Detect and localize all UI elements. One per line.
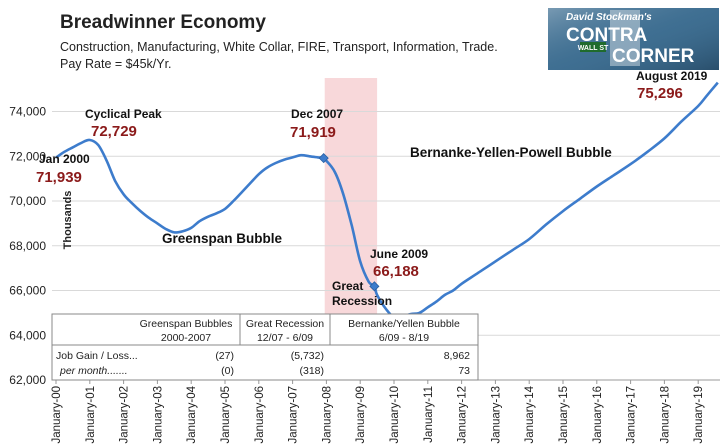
- x-tick-label: January-15: [558, 386, 570, 444]
- x-tick-label: January-17: [626, 386, 638, 444]
- y-tick-label: 66,000: [9, 284, 46, 298]
- table-col1-title: Greenspan Bubbles: [140, 318, 233, 330]
- y-tick-label: 72,000: [9, 149, 46, 163]
- x-tick-label: January-10: [389, 386, 401, 444]
- y-tick-label: 64,000: [9, 328, 46, 342]
- annotation-cyclical-peak-label: Cyclical Peak: [85, 107, 162, 121]
- x-tick-label: January-00: [51, 386, 63, 444]
- annotation-marker: [369, 281, 380, 292]
- chart-subtitle-line2: Pay Rate = $45k/Yr.: [60, 57, 172, 71]
- x-tick-label: January-06: [254, 386, 266, 444]
- table-col1-period: 2000-2007: [161, 332, 211, 344]
- x-tick-label: January-05: [220, 386, 232, 444]
- wall-street-sign-text: WALL ST: [578, 45, 609, 52]
- x-tick-label: January-07: [288, 386, 300, 444]
- annotation-dec2007-label: Dec 2007: [291, 107, 343, 121]
- y-tick-label: 70,000: [9, 194, 46, 208]
- x-tick-label: January-12: [457, 386, 469, 444]
- summary-table: Greenspan Bubbles 2000-2007 Great Recess…: [51, 313, 479, 381]
- x-tick-label: January-09: [355, 386, 367, 444]
- table-col2-period: 12/07 - 6/09: [257, 332, 313, 344]
- annotation-jan2000-label: Jan 2000: [39, 152, 90, 166]
- recession-label-line1: Great: [332, 279, 363, 293]
- recession-label-line2: Recession: [332, 294, 392, 308]
- table-row1-col2: (5,732): [291, 350, 324, 362]
- annotation-jan2000-value: 71,939: [36, 169, 82, 186]
- y-tick-label: 74,000: [9, 105, 46, 119]
- y-axis-label: Thousands: [62, 191, 74, 250]
- greenspan-bubble-label: Greenspan Bubble: [162, 231, 283, 246]
- table-frame: [51, 313, 479, 381]
- x-tick-label: January-14: [524, 385, 536, 443]
- x-tick-label: January-01: [85, 386, 97, 444]
- table-row2-col1: (0): [221, 365, 234, 377]
- bernanke-bubble-label: Bernanke-Yellen-Powell Bubble: [410, 145, 612, 160]
- table-row2-col3: 73: [458, 365, 470, 377]
- logo-word-corner: CORNER: [612, 46, 695, 67]
- series-line: [55, 81, 719, 320]
- x-tick-label: January-08: [321, 386, 333, 444]
- annotation-cyclical-peak-value: 72,729: [91, 123, 137, 140]
- x-tick-label: January-04: [186, 385, 198, 443]
- x-tick-label: January-03: [152, 386, 164, 444]
- y-tick-label: 68,000: [9, 239, 46, 253]
- x-tick-label: January-18: [659, 386, 671, 444]
- annotation-marker: [318, 153, 329, 164]
- x-tick-label: January-19: [693, 386, 705, 444]
- chart-title: Breadwinner Economy: [60, 12, 266, 33]
- logo-word-contra: CONTRA: [566, 25, 648, 46]
- chart-subtitle-line1: Construction, Manufacturing, White Colla…: [60, 40, 498, 54]
- table-col2-title: Great Recession: [246, 318, 324, 330]
- annotation-markers: [318, 153, 380, 292]
- logo-tagline: David Stockman's: [566, 12, 652, 23]
- x-axis-ticks: January-00 January-01 January-02 January-03…: [51, 380, 705, 444]
- contra-corner-logo: WALL ST David Stockman's CONTRA CORNER: [548, 8, 719, 70]
- table-col3-period: 6/09 - 8/19: [379, 332, 429, 344]
- x-tick-label: January-02: [119, 386, 131, 444]
- x-tick-label: January-11: [423, 386, 435, 443]
- table-row2-col2: (318): [299, 365, 324, 377]
- table-col3-title: Bernanke/Yellen Bubble: [348, 318, 460, 330]
- annotation-june2009-value: 66,188: [373, 263, 419, 280]
- wall-street-sign-icon: [580, 42, 606, 52]
- logo-building-icon: [610, 10, 640, 66]
- y-axis-ticks: 62,000 64,000 66,000 68,000 70,000 72,000 74,0…: [9, 105, 46, 387]
- table-row1-col3: 8,962: [444, 350, 470, 362]
- x-tick-label: January-16: [592, 386, 604, 444]
- table-row2-label: per month.......: [59, 365, 128, 377]
- annotation-aug2019-value: 75,296: [637, 85, 683, 102]
- table-row1-col1: (27): [215, 350, 234, 362]
- annotation-dec2007-value: 71,919: [290, 124, 336, 141]
- table-row1-label: Job Gain / Loss...: [56, 350, 138, 362]
- annotation-june2009-label: June 2009: [370, 247, 428, 261]
- x-tick-label: January-13: [490, 386, 502, 444]
- annotation-aug2019-label: August 2019: [636, 69, 708, 83]
- y-tick-label: 62,000: [9, 373, 46, 387]
